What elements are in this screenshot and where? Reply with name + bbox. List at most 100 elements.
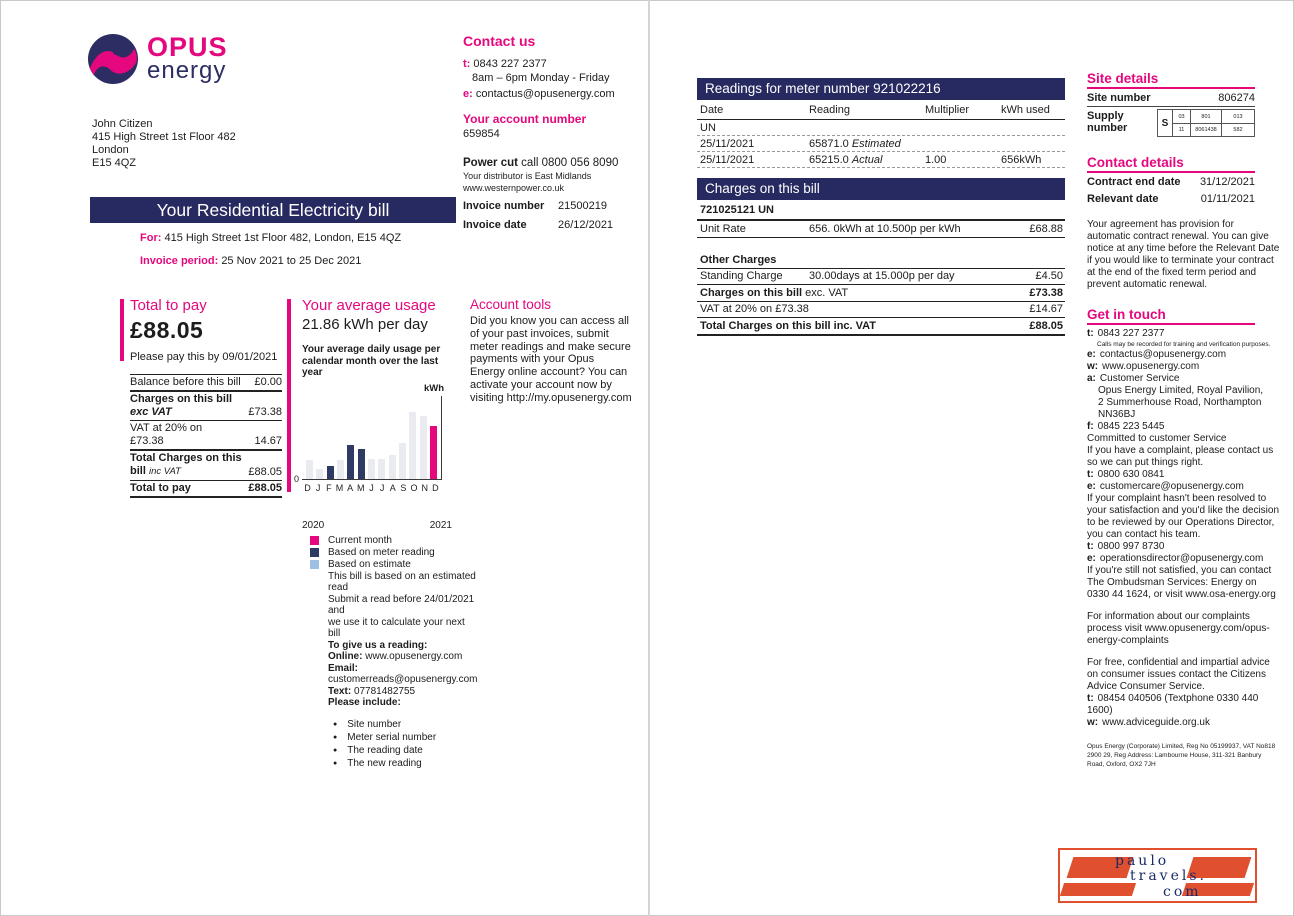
col-multiplier: Multiplier — [925, 104, 970, 116]
usage-bar-A-4 — [347, 445, 355, 479]
usage-bar-S-9 — [398, 442, 406, 479]
phone-number: 0843 227 2377 — [473, 58, 547, 70]
contact-us-heading: Contact us — [463, 33, 536, 49]
usage-bar-D-0 — [306, 460, 313, 479]
get-in-touch-line: t: 0843 227 2377 — [1087, 328, 1165, 339]
supply-address-line: For: 415 High Street 1st Floor 482, Lond… — [140, 232, 401, 244]
account-tools-body: Did you know you can access all of your … — [470, 315, 632, 404]
month-label: M — [335, 482, 344, 493]
average-usage-section: Your average usage 21.86 kWh per day You… — [294, 297, 477, 771]
month-label: J — [315, 482, 321, 493]
charges-section: Charges on this bill 721025121 UN Unit R… — [697, 178, 1065, 336]
supply-number-row: Supply number S 03 801 013 11 8061438 58… — [1087, 107, 1255, 139]
unit-rate-row: Unit Rate 656. 0kWh at 10.500p per kWh £… — [697, 221, 1065, 238]
contact-hours: 8am – 6pm Monday - Friday — [472, 72, 610, 84]
get-in-touch-heading: Get in touch — [1087, 307, 1255, 325]
invoice-date-row: Invoice date 26/12/2021 — [463, 219, 613, 231]
bullet-icon: ● — [333, 759, 338, 767]
invoice-number-row: Invoice number 21500219 — [463, 200, 613, 212]
account-number-value: 659854 — [463, 128, 500, 140]
usage-bar-F-2 — [326, 466, 334, 479]
get-in-touch-lines: t: 0843 227 2377 Calls may be recorded for… — [1087, 328, 1280, 729]
row-value: £88.05 — [248, 482, 282, 494]
bullet-icon: ● — [333, 733, 338, 741]
opus-energy-logo: OPUS energy — [88, 34, 228, 84]
get-in-touch-line: Opus Energy Limited, Royal Pavilion, — [1098, 385, 1264, 396]
get-in-touch-line: e: contactus@opusenergy.com — [1087, 349, 1227, 360]
relevant-date-row: Relevant date 01/11/2021 — [1087, 193, 1255, 205]
usage-bar-D-12 — [429, 426, 437, 479]
total-charges-row: Total Charges on this bill inc. VAT £88.… — [697, 318, 1065, 336]
row-value: £88.05 — [248, 466, 282, 478]
charges-heading: Charges on this bill — [697, 178, 1065, 200]
logo-word-opus: OPUS — [147, 32, 228, 62]
usage-bar-N-11 — [419, 416, 427, 479]
contact-phone-line: t: 0843 227 2377 — [463, 58, 673, 70]
month-label: J — [379, 482, 385, 493]
power-cut-line: Power cut call 0800 056 8090 — [463, 157, 673, 169]
watermark-text-paulo: paulo — [1115, 853, 1170, 869]
invoice-date-label: Invoice date — [463, 219, 527, 231]
logo-wordmark: OPUS energy — [147, 34, 228, 83]
site-details-heading: Site details — [1087, 71, 1255, 89]
reading-online-line: Online: www.opusenergy.com — [328, 651, 463, 662]
get-in-touch-line — [1087, 647, 1280, 657]
usage-chart: kWh 0 — [294, 383, 444, 484]
get-in-touch-line: e: operationsdirector@opusenergy.com — [1087, 553, 1264, 564]
table-row: Total to pay £88.05 — [130, 481, 282, 498]
pink-rule-left — [120, 299, 124, 361]
legend-item-estimate: Based on estimate — [310, 559, 458, 570]
page-divider — [648, 0, 650, 916]
legend-item-current: Current month — [310, 535, 458, 546]
for-value: 415 High Street 1st Floor 482, London, E… — [164, 232, 402, 244]
give-reading-heading: To give us a reading: — [328, 639, 428, 651]
table-row: Balance before this bill £0.00 — [130, 375, 282, 392]
invoice-period-line: Invoice period: 25 Nov 2021 to 25 Dec 20… — [140, 255, 361, 267]
paulo-travels-watermark: paulo travels. com — [1058, 848, 1257, 903]
distributor-line: Your distributor is East Midlands — [463, 171, 592, 181]
row-label: Total Charges on this bill inc VAT — [130, 452, 242, 477]
reading-email-line: Email: customerreads@opusenergy.com — [328, 662, 478, 686]
contact-us-section: Contact us t: 0843 227 2377 8am – 6pm Mo… — [463, 33, 673, 193]
recipient-city: London — [92, 144, 129, 156]
pay-by-date: Please pay this by 09/01/2021 — [130, 351, 278, 363]
charges-exc-vat-row: Charges on this bill exc. VAT £73.38 — [697, 285, 1065, 302]
spacer — [1087, 291, 1280, 307]
estimated-read-notes: This bill is based on an estimated read … — [328, 570, 478, 769]
total-to-pay-amount: £88.05 — [130, 317, 204, 343]
company-registration-smallprint: Opus Energy (Corporate) Limited, Reg No … — [1087, 743, 1276, 768]
year-right: 2021 — [429, 519, 452, 531]
supply-s-cell: S — [1158, 110, 1173, 136]
vat-row: VAT at 20% on £73.38 £14.67 — [697, 302, 1065, 318]
charges-meter-id: 721025121 UN — [697, 200, 1065, 221]
email-prefix: e: — [463, 88, 473, 100]
opus-logo-icon — [88, 34, 138, 84]
usage-bars — [306, 396, 437, 479]
month-label: N — [421, 482, 428, 493]
col-kwh-used: kWh used — [1001, 104, 1050, 116]
get-in-touch-line: w: www.adviceguide.org.uk — [1087, 717, 1210, 728]
month-label: S — [400, 482, 407, 493]
total-to-pay-section: Total to pay £88.05 Please pay this by 0… — [130, 297, 282, 498]
get-in-touch-line: Committed to customer Service — [1087, 433, 1227, 444]
watermark-text-travels: travels. — [1130, 868, 1207, 884]
contact-email-line: e: contactus@opusenergy.com — [463, 88, 673, 100]
other-charges-heading: Other Charges — [697, 251, 1065, 269]
list-item: ● Meter serial number — [333, 731, 437, 743]
invoice-number-label: Invoice number — [463, 200, 545, 212]
usage-bar-A-8 — [388, 455, 396, 479]
legend-swatch-meter — [310, 547, 319, 557]
right-sidebar: Site details Site number 806274 Supply n… — [1087, 71, 1280, 769]
bullet-icon: ● — [333, 720, 338, 728]
list-item: ● Site number — [333, 718, 402, 730]
spacer — [1087, 139, 1280, 155]
total-to-pay-heading: Total to pay — [130, 297, 207, 314]
recipient-street: 415 High Street 1st Floor 482 — [92, 131, 236, 143]
contact-details-heading: Contact details — [1087, 155, 1255, 173]
watermark-shape — [1060, 883, 1137, 896]
get-in-touch-line: Calls may be recorded for training and v… — [1097, 341, 1271, 348]
chart-unit-label: kWh — [423, 382, 444, 394]
readings-row: 25/11/2021 65871.0 Estimated — [697, 136, 1065, 152]
get-in-touch-line: f: 0845 223 5445 — [1087, 421, 1165, 432]
